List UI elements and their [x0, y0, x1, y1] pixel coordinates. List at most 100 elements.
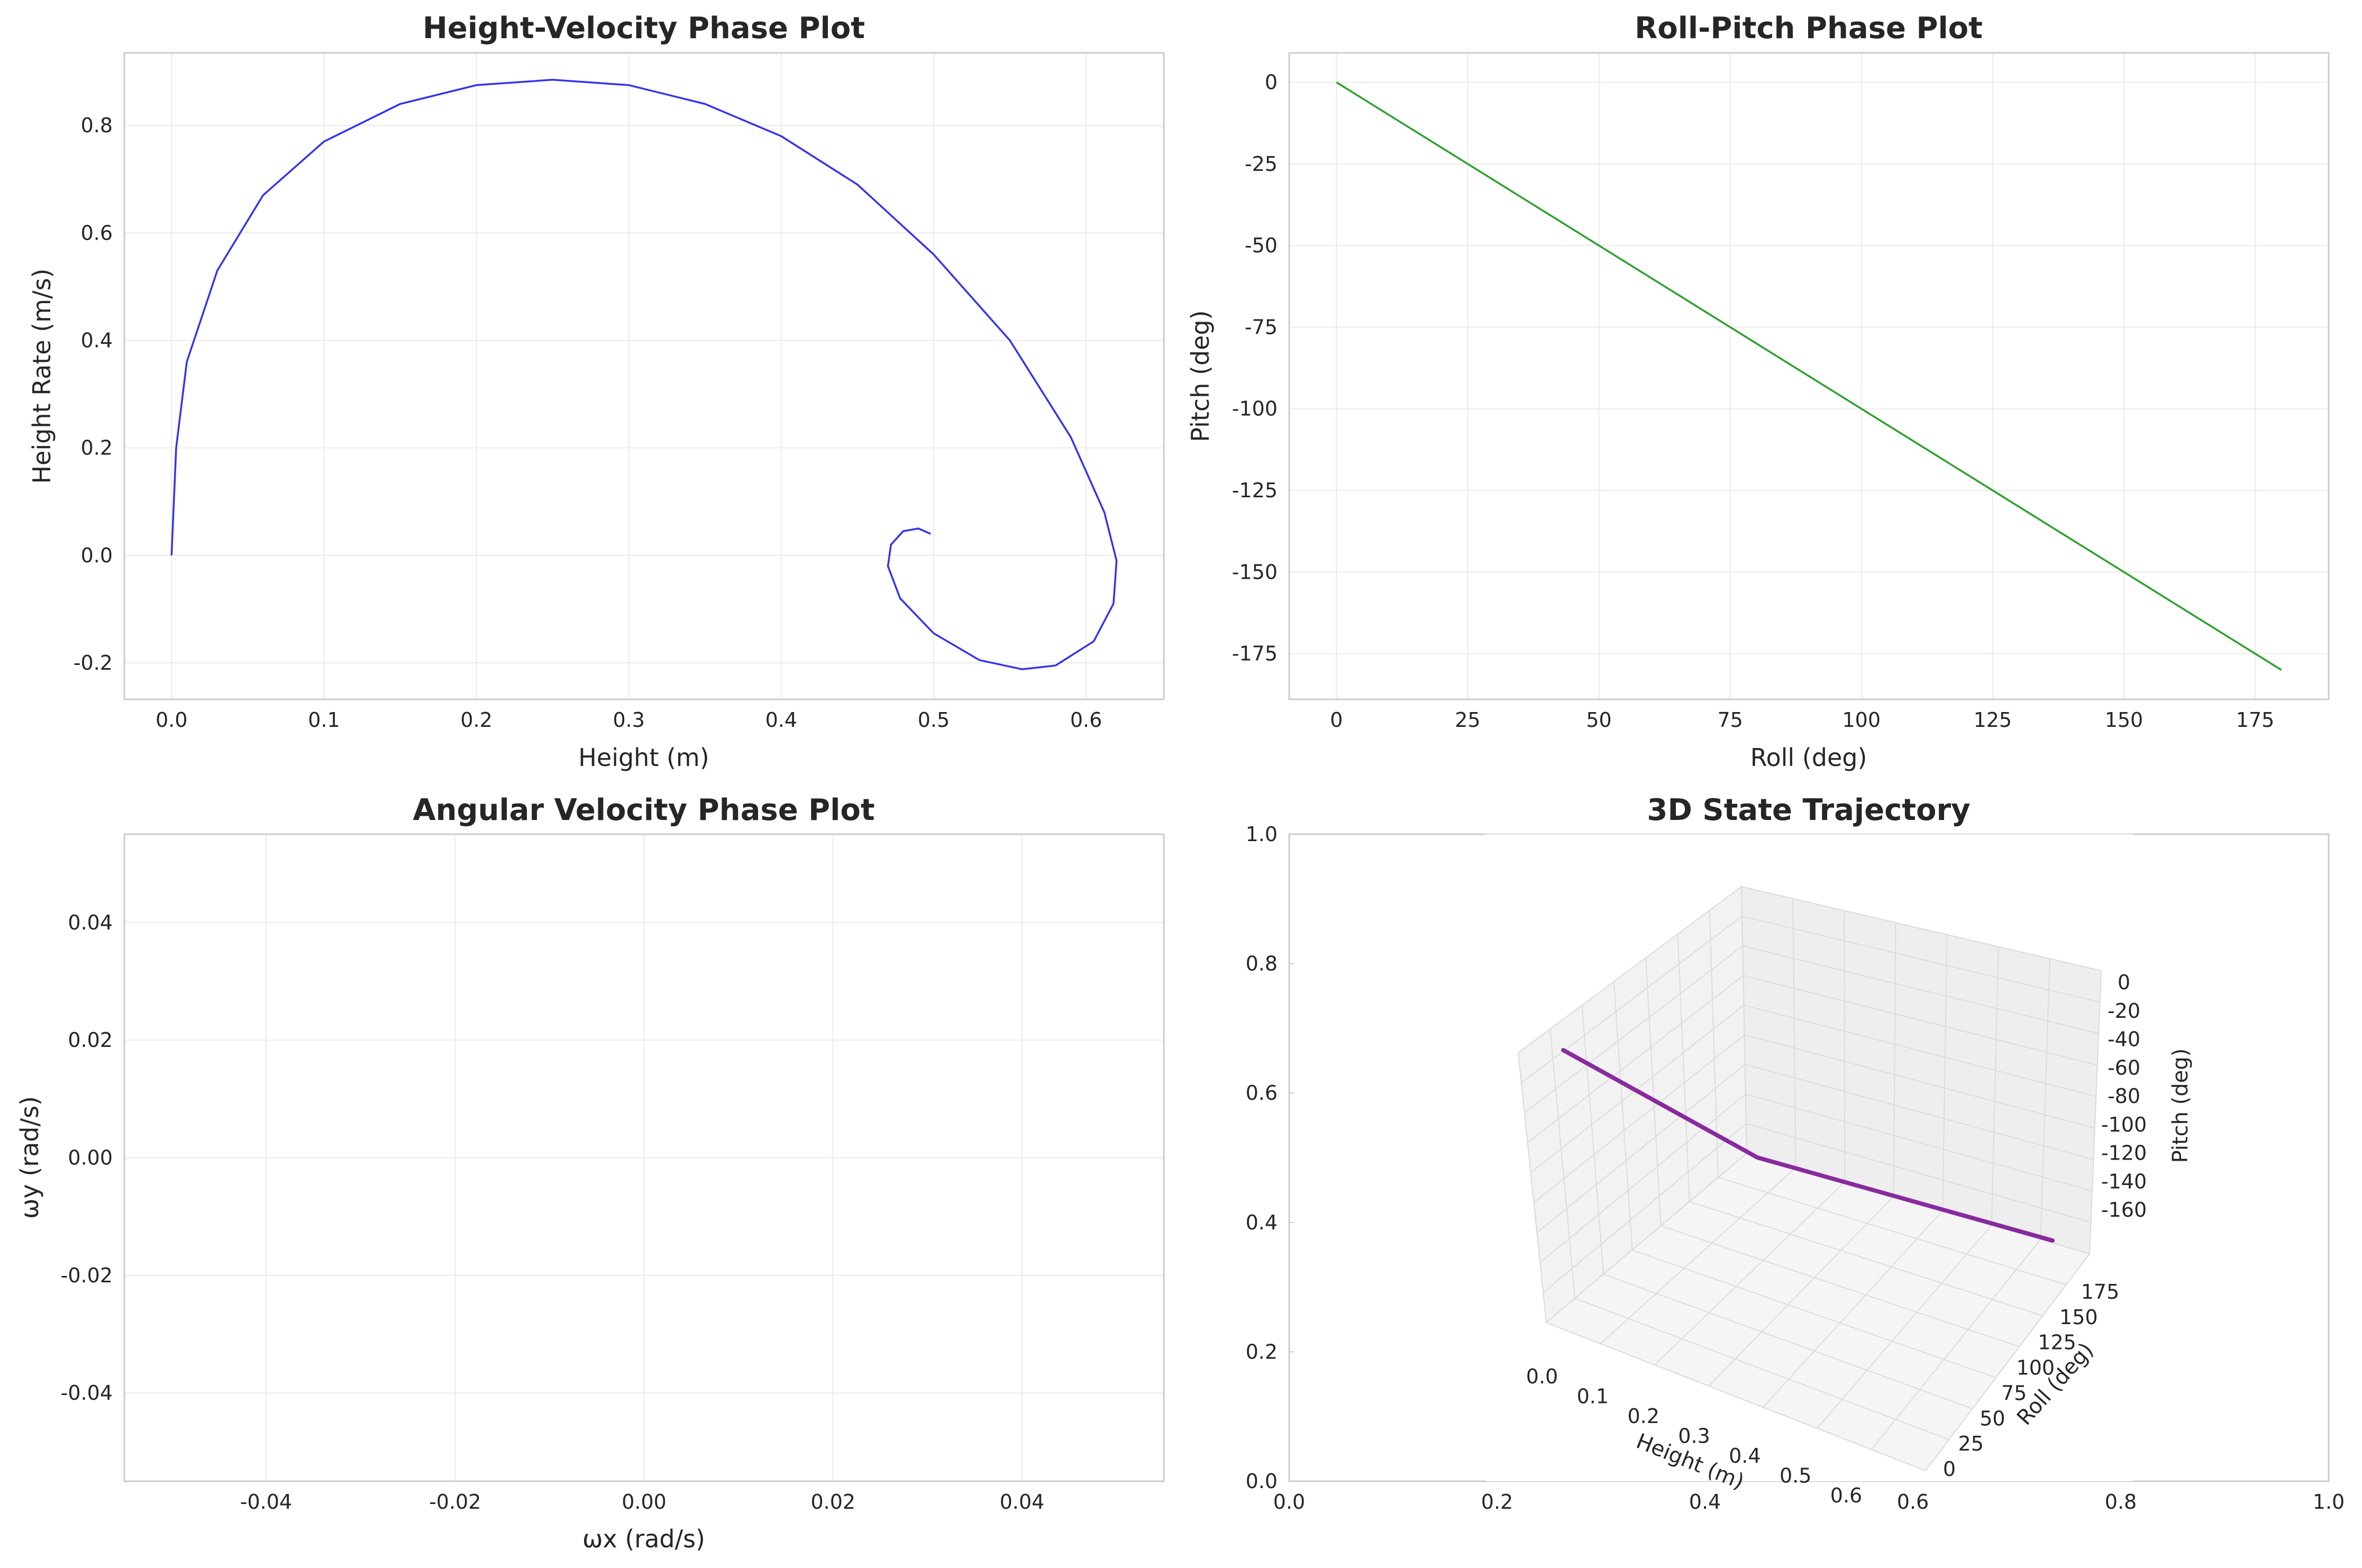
x-tick-label: 0.6 — [1070, 708, 1102, 732]
y-tick-label: -0.2 — [74, 651, 113, 674]
x-tick-label: 125 — [1974, 708, 2012, 732]
state-trajectory-panel: 0.0 0.2 0.4 0.6 0.8 1.0 0.0 0.2 0.4 0.6 0.8 1.0 0.0… — [1246, 793, 2345, 1514]
roll-tick-label: 75 — [2001, 1381, 2027, 1405]
grid-line-3d — [1546, 1153, 1747, 1323]
series-line — [170, 79, 1118, 670]
chart-title: Roll-Pitch Phase Plot — [1635, 11, 1983, 45]
height-tick-label: 0.1 — [1577, 1385, 1609, 1408]
grid-line-3d — [1603, 1273, 1973, 1409]
grid-line-3d — [1925, 1253, 2090, 1471]
x-tick-label: 0.04 — [1000, 1490, 1045, 1514]
y-tick-label: 1.0 — [1246, 823, 1278, 846]
grid-line-3d — [1893, 923, 1896, 1197]
roll-tick-label: 50 — [1980, 1407, 2005, 1430]
x-tick-label: -0.04 — [240, 1490, 292, 1514]
y-tick-label: 0.0 — [81, 544, 113, 567]
grid-line-3d — [1942, 934, 1948, 1211]
x-tick-label: 175 — [2236, 708, 2275, 732]
grid-line-3d — [1518, 886, 1742, 1053]
grid-line-3d — [1661, 1225, 2020, 1347]
grid-line-3d — [1645, 958, 1662, 1226]
grid-line-3d — [1744, 1034, 2095, 1129]
roll-tick-label: 100 — [2017, 1356, 2055, 1380]
y-tick-label: 0.0 — [1246, 1470, 1278, 1493]
grid-line-3d — [1718, 1177, 2067, 1286]
x-tick-label: 0.00 — [622, 1490, 667, 1514]
axes-frame — [1288, 52, 2330, 700]
grid-line-3d — [1708, 1196, 1894, 1387]
y-axis-label: ωy (rad/s) — [15, 1096, 44, 1219]
y-tick-label: -175 — [1232, 642, 1278, 666]
y-tick-label: 0.8 — [1246, 952, 1278, 976]
y-tick-label: 0.2 — [81, 436, 113, 460]
x-tick-label: 50 — [1586, 708, 1611, 732]
grid-line-3d — [1654, 1181, 1845, 1365]
x-tick-label: 25 — [1455, 708, 1480, 732]
grid-line-3d — [1677, 934, 1690, 1202]
grid-line-3d — [1844, 910, 1846, 1182]
x-tick-label: 0.1 — [308, 708, 340, 732]
x-tick-label: 0.4 — [1689, 1490, 1721, 1514]
height-tick-label: 0.0 — [1526, 1365, 1558, 1388]
grid-line-3d — [1581, 1005, 1604, 1274]
roll-tick-label: 0 — [1943, 1457, 1956, 1481]
x-tick-label: 0.2 — [460, 708, 492, 732]
x-axis-label: Roll (deg) — [1750, 743, 1867, 772]
grid-line-3d — [1600, 1167, 1796, 1344]
grid-line-3d — [1524, 945, 1743, 1114]
chart-title: 3D State Trajectory — [1647, 793, 1970, 827]
grid-line-3d — [1742, 945, 2099, 1034]
grid-line-3d — [1746, 1123, 2091, 1223]
grid-line-3d — [1533, 1034, 1745, 1204]
roll-pitch-panel: 0 25 50 75 100 125 150 175 0 -25 -50 -75 -100 -125 -15… — [1186, 11, 2330, 772]
x-tick-label: 0.8 — [2105, 1490, 2137, 1514]
grid-line-3d — [1549, 1029, 1576, 1299]
y-tick-label: 0.4 — [1246, 1211, 1278, 1234]
grid-line-3d — [1518, 1052, 1547, 1323]
grid-line-3d — [1546, 1322, 1926, 1471]
chart-title: Angular Velocity Phase Plot — [413, 793, 874, 827]
axes-frame — [123, 833, 1165, 1482]
3d-tick-labels: 0.00.10.20.30.40.50.60255075100125150175… — [1526, 971, 2147, 1507]
y-tick-label: 0.04 — [68, 911, 113, 934]
y-tick-label: -125 — [1232, 479, 1278, 502]
series-line — [1336, 81, 2282, 671]
grid-line-3d — [1543, 1123, 1747, 1293]
pitch-axis-label: Pitch (deg) — [2168, 1049, 2193, 1163]
grid-line-3d — [1632, 1249, 1996, 1379]
x-tick-label: 0.02 — [810, 1490, 855, 1514]
grid-line-3d — [1792, 898, 1796, 1168]
grid-line-3d — [1741, 916, 2100, 1003]
x-tick-label: 100 — [1842, 708, 1881, 732]
height-tick-label: 0.3 — [1678, 1425, 1710, 1448]
grid-line-3d — [1536, 1064, 1746, 1233]
grid-line-3d — [1762, 1210, 1944, 1408]
pitch-tick-label: -20 — [2108, 999, 2140, 1023]
x-tick-label: 0.5 — [918, 708, 950, 732]
y-axis-label: Pitch (deg) — [1186, 310, 1215, 442]
grid-line-3d — [1745, 1064, 2094, 1160]
grid-line-3d — [1539, 1093, 1746, 1263]
roll-tick-label: 125 — [2038, 1331, 2076, 1354]
height-velocity-panel: 0.0 0.1 0.2 0.3 0.4 0.5 0.6 -0.2 0.0 0.2 0.4 0.6 0.8… — [28, 11, 1165, 772]
y-tick-label: 0.00 — [68, 1146, 113, 1170]
x-tick-label: 0.0 — [1273, 1490, 1305, 1514]
trajectory-line — [1561, 1048, 2055, 1243]
height-tick-label: 0.2 — [1627, 1405, 1659, 1428]
height-tick-label: 0.6 — [1830, 1484, 1862, 1507]
y-tick-label: 0.2 — [1246, 1340, 1278, 1363]
pitch-tick-label: -40 — [2108, 1028, 2140, 1051]
pitch-tick-label: -120 — [2101, 1142, 2147, 1165]
grid-line-3d — [1521, 916, 1743, 1083]
grid-line-3d — [1745, 1093, 2093, 1192]
grid-line-3d — [2089, 970, 2102, 1254]
x-tick-label: 0.3 — [613, 708, 644, 732]
grid-line-3d — [1689, 1201, 2043, 1317]
pitch-tick-label: -100 — [2101, 1113, 2147, 1136]
y-tick-label: -150 — [1232, 560, 1278, 584]
y-tick-label: -0.04 — [61, 1381, 113, 1405]
grid-line-3d — [1991, 946, 1999, 1225]
roll-tick-label: 25 — [1958, 1432, 1984, 1455]
pitch-tick-label: -80 — [2108, 1084, 2140, 1108]
